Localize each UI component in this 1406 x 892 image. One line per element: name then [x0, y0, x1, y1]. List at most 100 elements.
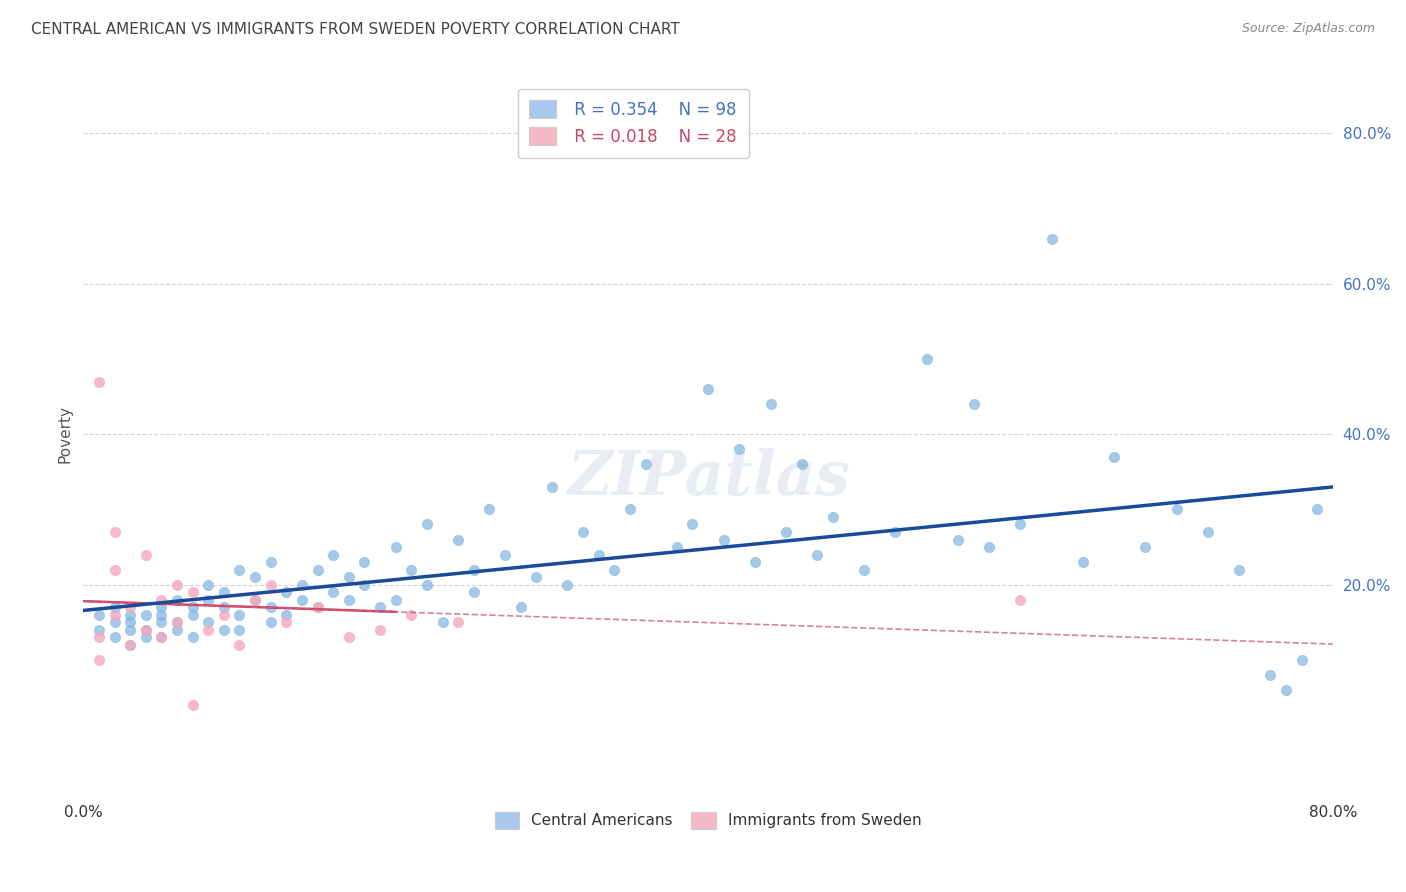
Point — [524, 570, 547, 584]
Point — [572, 524, 595, 539]
Point — [135, 623, 157, 637]
Point — [337, 570, 360, 584]
Point — [120, 638, 142, 652]
Point — [276, 615, 298, 630]
Legend: Central Americans, Immigrants from Sweden: Central Americans, Immigrants from Swede… — [488, 805, 928, 835]
Point — [1040, 231, 1063, 245]
Point — [260, 600, 283, 615]
Point — [1197, 524, 1219, 539]
Point — [166, 592, 188, 607]
Point — [1010, 592, 1032, 607]
Point — [557, 577, 579, 591]
Point — [197, 623, 219, 637]
Point — [401, 563, 423, 577]
Point — [447, 615, 470, 630]
Point — [276, 607, 298, 622]
Point — [353, 577, 375, 591]
Point — [135, 631, 157, 645]
Point — [322, 585, 344, 599]
Point — [401, 607, 423, 622]
Point — [212, 585, 235, 599]
Point — [87, 375, 110, 389]
Point — [228, 563, 250, 577]
Point — [103, 615, 125, 630]
Point — [135, 607, 157, 622]
Text: Source: ZipAtlas.com: Source: ZipAtlas.com — [1241, 22, 1375, 36]
Point — [87, 631, 110, 645]
Point — [1010, 517, 1032, 532]
Point — [337, 631, 360, 645]
Point — [166, 577, 188, 591]
Point — [790, 458, 813, 472]
Point — [884, 524, 907, 539]
Point — [260, 577, 283, 591]
Point — [135, 623, 157, 637]
Point — [87, 653, 110, 667]
Point — [212, 623, 235, 637]
Point — [384, 540, 406, 554]
Point — [384, 592, 406, 607]
Point — [463, 585, 485, 599]
Point — [775, 524, 797, 539]
Point — [103, 524, 125, 539]
Text: ZIPatlas: ZIPatlas — [567, 448, 849, 508]
Point — [853, 563, 876, 577]
Point — [120, 638, 142, 652]
Point — [260, 615, 283, 630]
Point — [181, 698, 204, 712]
Point — [1227, 563, 1250, 577]
Point — [120, 623, 142, 637]
Point — [103, 631, 125, 645]
Point — [759, 397, 782, 411]
Point — [103, 600, 125, 615]
Point — [681, 517, 703, 532]
Point — [353, 555, 375, 569]
Point — [291, 577, 314, 591]
Point — [166, 615, 188, 630]
Point — [197, 577, 219, 591]
Point — [821, 510, 844, 524]
Point — [212, 607, 235, 622]
Point — [509, 600, 531, 615]
Point — [87, 623, 110, 637]
Point — [181, 631, 204, 645]
Point — [197, 592, 219, 607]
Point — [540, 480, 562, 494]
Point — [806, 548, 828, 562]
Point — [603, 563, 626, 577]
Point — [307, 600, 329, 615]
Y-axis label: Poverty: Poverty — [58, 405, 72, 463]
Point — [181, 607, 204, 622]
Point — [713, 533, 735, 547]
Point — [588, 548, 610, 562]
Point — [634, 458, 657, 472]
Point — [243, 592, 266, 607]
Point — [150, 600, 173, 615]
Point — [243, 592, 266, 607]
Point — [337, 592, 360, 607]
Point — [166, 615, 188, 630]
Point — [181, 585, 204, 599]
Point — [150, 607, 173, 622]
Point — [307, 600, 329, 615]
Point — [463, 563, 485, 577]
Point — [322, 548, 344, 562]
Point — [368, 600, 391, 615]
Point — [915, 351, 938, 366]
Point — [150, 631, 173, 645]
Point — [1135, 540, 1157, 554]
Point — [1306, 502, 1329, 516]
Point — [135, 548, 157, 562]
Point — [478, 502, 501, 516]
Point — [665, 540, 688, 554]
Point — [87, 607, 110, 622]
Text: CENTRAL AMERICAN VS IMMIGRANTS FROM SWEDEN POVERTY CORRELATION CHART: CENTRAL AMERICAN VS IMMIGRANTS FROM SWED… — [31, 22, 679, 37]
Point — [494, 548, 516, 562]
Point — [120, 600, 142, 615]
Point — [962, 397, 984, 411]
Point — [260, 555, 283, 569]
Point — [979, 540, 1001, 554]
Point — [416, 517, 439, 532]
Point — [946, 533, 969, 547]
Point — [1291, 653, 1313, 667]
